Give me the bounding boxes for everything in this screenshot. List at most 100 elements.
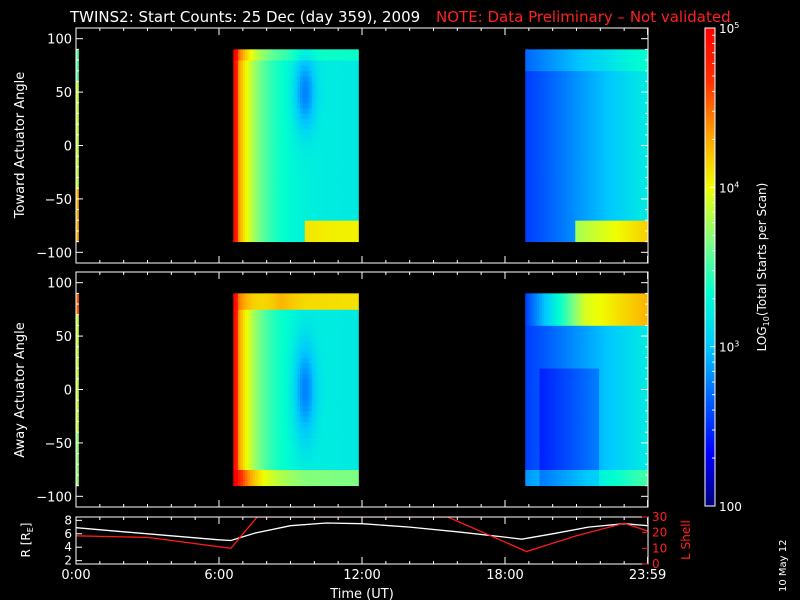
heatmap-cell <box>563 60 567 66</box>
heatmap-cell <box>290 298 294 305</box>
heatmap-cell <box>276 389 279 396</box>
heatmap-cell <box>587 182 591 189</box>
heatmap-cell <box>266 156 270 162</box>
heatmap-cell <box>245 81 248 88</box>
heatmap-cell <box>240 86 244 93</box>
heatmap-cell <box>288 352 291 358</box>
heatmap-cell <box>257 309 260 316</box>
heatmap-cell <box>290 76 294 82</box>
heatmap-cell <box>302 134 306 141</box>
heatmap-cell <box>622 161 626 168</box>
heatmap-cell <box>544 230 548 237</box>
heatmap-cell <box>261 236 265 243</box>
heatmap-cell <box>273 448 277 454</box>
heatmap-cell <box>572 124 576 130</box>
heatmap-cell <box>271 368 275 374</box>
heatmap-cell <box>285 309 289 316</box>
heatmap-cell <box>285 76 289 82</box>
heatmap-cell <box>549 49 552 56</box>
heatmap-cell <box>558 134 562 141</box>
heatmap-cell <box>249 373 253 380</box>
heatmap-cell <box>331 124 334 130</box>
heatmap-cell <box>261 92 265 98</box>
heatmap-cell <box>577 225 581 232</box>
heatmap-cell <box>297 378 301 385</box>
heatmap-cell <box>261 373 265 380</box>
heatmap-cell <box>599 60 602 66</box>
heatmap-cell <box>591 102 595 109</box>
heatmap-cell <box>311 204 315 210</box>
heatmap-cell <box>238 70 241 77</box>
heatmap-cell <box>596 161 600 168</box>
heatmap-cell <box>326 92 330 98</box>
heatmap-cell <box>300 421 303 428</box>
heatmap-cell <box>572 172 576 178</box>
heatmap-cell <box>259 118 263 125</box>
heatmap-cell <box>76 362 79 369</box>
heatmap-cell <box>634 156 638 162</box>
heatmap-cell <box>544 156 548 162</box>
heatmap-cell <box>276 113 279 120</box>
heatmap-cell <box>259 225 263 232</box>
heatmap-cell <box>530 97 533 104</box>
heatmap-cell <box>252 97 256 104</box>
heatmap-cell <box>247 65 251 72</box>
heatmap-cell <box>539 145 543 152</box>
heatmap-cell <box>539 65 543 72</box>
heatmap-cell <box>254 346 258 353</box>
heatmap-cell <box>288 464 291 471</box>
heatmap-cell <box>273 225 277 232</box>
heatmap-cell <box>259 368 263 374</box>
heatmap-cell <box>300 102 303 109</box>
heatmap-cell <box>582 145 586 152</box>
heatmap-cell <box>575 209 579 216</box>
heatmap-cell <box>300 145 303 152</box>
heatmap-cell <box>259 341 263 348</box>
heatmap-cell <box>300 134 303 141</box>
heatmap-cell <box>288 214 291 221</box>
heatmap-cell <box>561 140 564 146</box>
heatmap-cell <box>285 204 289 210</box>
heatmap-cell <box>280 166 284 173</box>
heatmap-cell <box>591 124 595 130</box>
heatmap-cell <box>283 458 287 465</box>
heatmap-cell <box>285 458 289 465</box>
heatmap-cell <box>290 480 294 487</box>
heatmap-cell <box>242 220 246 227</box>
heatmap-cell <box>297 113 301 120</box>
heatmap-cell <box>285 384 289 390</box>
heatmap-cell <box>242 298 246 305</box>
heatmap-cell <box>288 448 291 454</box>
heatmap-cell <box>247 225 251 232</box>
heatmap-cell <box>233 373 237 380</box>
heatmap-cell <box>558 49 562 56</box>
heatmap-cell <box>273 352 277 358</box>
heatmap-cell <box>594 220 598 227</box>
heatmap-cell <box>627 118 631 125</box>
heatmap-cell <box>551 172 555 178</box>
heatmap-cell <box>290 65 294 72</box>
heatmap-cell <box>249 65 253 72</box>
heatmap-cell <box>271 314 275 321</box>
heatmap-cell <box>639 161 643 168</box>
heatmap-cell <box>288 108 291 114</box>
heatmap-cell <box>582 220 586 227</box>
heatmap-cell <box>290 113 294 120</box>
heatmap-cell <box>273 92 277 98</box>
heatmap-cell <box>615 54 619 61</box>
heatmap-cell <box>575 134 579 141</box>
heatmap-cell <box>527 177 531 184</box>
heatmap-cell <box>570 236 574 243</box>
heatmap-cell <box>532 70 536 77</box>
heatmap-cell <box>549 134 552 141</box>
heatmap-cell <box>594 92 598 98</box>
heatmap-cell <box>338 225 341 232</box>
heatmap-cell <box>314 49 318 56</box>
heatmap-cell <box>570 166 574 173</box>
heatmap-cell <box>558 209 562 216</box>
heatmap-cell <box>613 214 617 221</box>
heatmap-cell <box>340 204 344 210</box>
heatmap-cell <box>276 400 279 406</box>
heatmap-cell <box>527 124 531 130</box>
heatmap-cell <box>613 161 617 168</box>
